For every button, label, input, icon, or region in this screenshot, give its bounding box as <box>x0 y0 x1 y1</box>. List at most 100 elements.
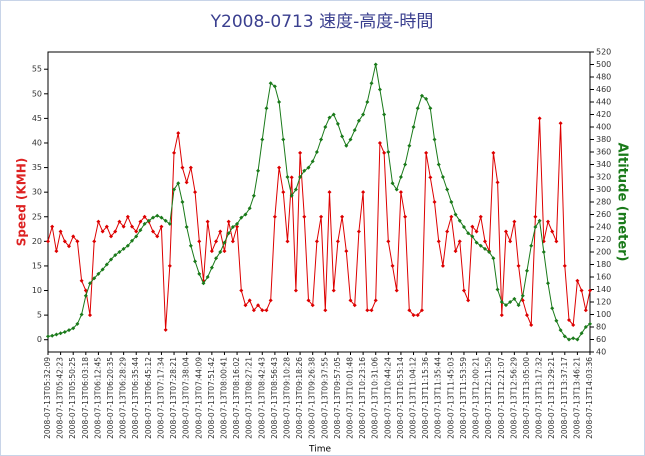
point-marker <box>155 213 160 218</box>
x-tick-label: 2008-07-13T05:42:23 <box>56 357 65 439</box>
y2-tick-label: 400 <box>596 123 611 132</box>
point-marker <box>310 303 315 308</box>
point-marker <box>277 165 282 170</box>
point-marker <box>46 239 50 244</box>
y-tick-label: 45 <box>32 114 42 123</box>
point-marker <box>503 229 508 234</box>
point-marker <box>109 257 114 262</box>
point-marker <box>533 225 538 229</box>
point-marker <box>104 262 109 267</box>
point-marker <box>302 168 307 173</box>
point-marker <box>180 200 185 204</box>
x-tick-label: 2008-07-13T07:38:04 <box>182 357 191 439</box>
point-marker <box>218 229 223 234</box>
point-marker <box>134 229 139 234</box>
y-tick-label: 50 <box>32 89 42 98</box>
point-marker <box>466 231 471 236</box>
point-marker <box>474 229 479 234</box>
x-tick-label: 2008-07-13T07:44:09 <box>194 357 203 439</box>
point-marker <box>109 234 114 239</box>
point-marker <box>100 229 105 234</box>
x-tick-label: 2008-07-13T12:56:29 <box>509 357 518 439</box>
point-marker <box>50 333 55 338</box>
point-marker <box>306 298 311 303</box>
x-tick-label: 2008-07-13T08:42:43 <box>257 357 266 439</box>
point-marker <box>201 281 206 286</box>
point-marker <box>319 214 324 219</box>
x-tick-label: 2008-07-13T07:28:21 <box>169 357 178 439</box>
point-marker <box>251 308 256 313</box>
point-marker <box>205 275 210 279</box>
point-marker <box>558 328 563 333</box>
point-marker <box>411 125 416 129</box>
point-marker <box>470 224 475 229</box>
point-marker <box>54 249 59 254</box>
y-tick-label: 30 <box>32 188 42 197</box>
point-marker <box>71 326 76 331</box>
point-marker <box>293 288 298 293</box>
y-tick-label: 35 <box>32 163 42 172</box>
y2-tick-label: 520 <box>596 48 611 57</box>
point-marker <box>155 234 160 239</box>
point-marker <box>197 239 202 244</box>
point-marker <box>407 308 412 313</box>
y-tick-label: 5 <box>37 311 42 320</box>
point-marker <box>268 298 273 303</box>
x-tick-label: 2008-07-13T11:45:03 <box>446 357 455 439</box>
point-marker <box>239 288 244 293</box>
y2-tick-label: 500 <box>596 60 611 69</box>
x-tick-label: 2008-07-13T05:50:25 <box>68 357 77 439</box>
point-marker <box>159 215 164 220</box>
point-marker <box>382 150 387 155</box>
point-marker <box>167 221 172 226</box>
point-marker <box>100 267 105 272</box>
point-marker <box>394 187 399 192</box>
series-line <box>47 64 591 341</box>
point-marker <box>67 244 72 249</box>
point-marker <box>277 100 282 104</box>
series-line <box>47 118 591 330</box>
x-tick-label: 2008-07-13T09:18:26 <box>295 357 304 439</box>
point-marker <box>369 81 374 86</box>
point-marker <box>545 219 550 224</box>
point-marker <box>235 224 240 229</box>
y2-tick-label: 60 <box>596 335 606 344</box>
point-marker <box>382 112 387 117</box>
point-marker <box>436 239 441 244</box>
point-marker <box>197 271 202 276</box>
point-marker <box>75 239 80 244</box>
point-marker <box>524 268 529 273</box>
point-marker <box>340 214 345 219</box>
point-marker <box>348 298 353 303</box>
point-marker <box>163 218 168 223</box>
point-marker <box>83 293 88 298</box>
y2-tick-label: 40 <box>596 348 606 357</box>
point-marker <box>193 190 198 195</box>
point-marker <box>46 334 50 339</box>
point-marker <box>113 229 118 234</box>
x-tick-label: 2008-07-13T11:35:44 <box>434 357 443 439</box>
x-tick-label: 2008-07-13T09:10:28 <box>282 357 291 439</box>
point-marker <box>214 239 219 244</box>
y-tick-label: 20 <box>32 237 42 246</box>
point-marker <box>167 263 172 268</box>
x-tick-label: 2008-07-13T11:53:59 <box>459 357 468 439</box>
point-marker <box>209 249 214 254</box>
point-marker <box>117 250 122 254</box>
x-tick-label: 2008-07-13T09:26:38 <box>308 357 317 439</box>
point-marker <box>482 246 487 251</box>
point-marker <box>474 240 479 245</box>
point-marker <box>251 193 256 198</box>
point-marker <box>541 250 546 254</box>
x-tick-label: 2008-07-13T09:37:55 <box>320 357 329 439</box>
point-marker <box>285 175 290 179</box>
point-marker <box>529 322 534 327</box>
point-marker <box>432 137 437 142</box>
point-marker <box>419 308 424 313</box>
point-marker <box>495 180 500 185</box>
point-marker <box>348 137 353 142</box>
point-marker <box>470 234 475 239</box>
point-marker <box>92 276 97 281</box>
point-marker <box>352 303 357 308</box>
point-marker <box>583 325 588 329</box>
